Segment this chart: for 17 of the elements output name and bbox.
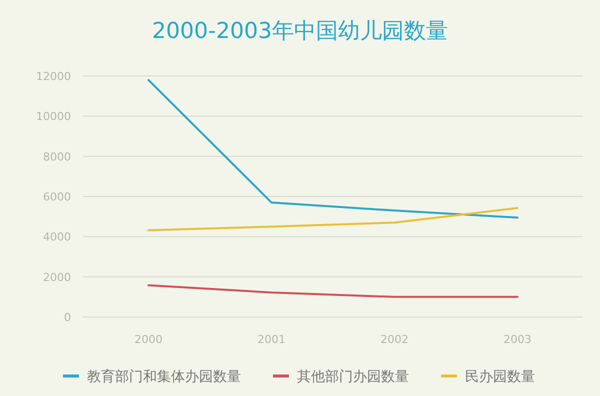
x-tick-label: 2000 <box>134 333 162 346</box>
line-series <box>148 79 518 219</box>
y-tick-label: 6000 <box>43 190 71 204</box>
y-tick-label: 8000 <box>43 150 71 164</box>
y-tick-label: 12000 <box>36 70 71 83</box>
line-series <box>148 206 518 232</box>
legend-label: 教育部门和集体办园数量 <box>87 368 241 385</box>
x-tick-label: 2001 <box>258 333 286 346</box>
legend-label: 民办园数量 <box>465 369 535 385</box>
chart-title: 2000-2003年中国幼儿园数量 <box>152 19 448 44</box>
y-tick-label: 10000 <box>36 110 71 124</box>
y-tick-label: 2000 <box>43 270 71 284</box>
legend-label: 其他部门办园数量 <box>297 369 409 385</box>
y-tick-label: 4000 <box>43 230 71 244</box>
x-tick-label: 2003 <box>504 333 532 346</box>
x-tick-label: 2002 <box>380 333 408 346</box>
y-tick-label: 0 <box>64 311 71 324</box>
